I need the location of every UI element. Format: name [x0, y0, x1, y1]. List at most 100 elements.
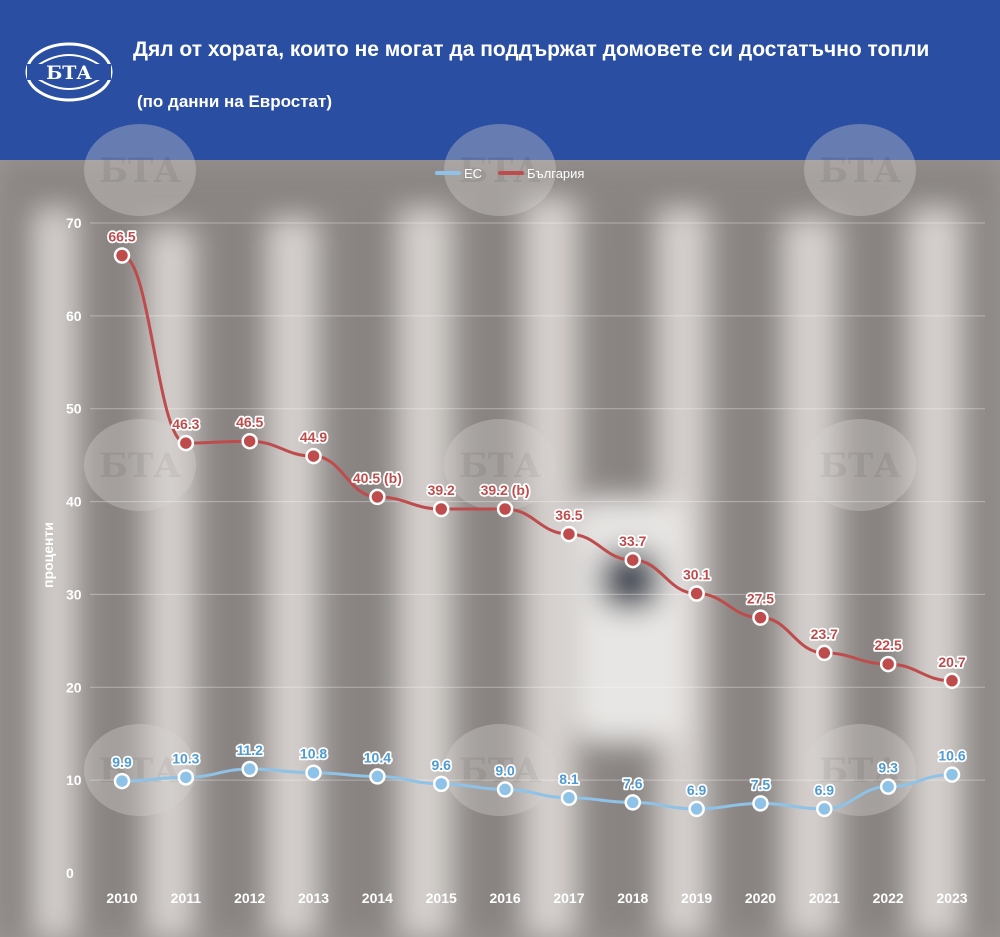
x-axis-ticks: 2010 2011 2012 2013 2014 2015 2016 2017 2018 2019…	[106, 890, 967, 906]
x-tick-label: 2021	[809, 890, 840, 906]
x-tick-label: 2013	[298, 890, 329, 906]
data-point	[879, 778, 897, 795]
data-label: 39.2	[428, 482, 455, 498]
y-axis-label: проценти	[40, 522, 56, 588]
data-point	[816, 800, 833, 818]
legend-item: ЕС	[435, 166, 482, 181]
y-tick-label: 10	[66, 772, 82, 788]
data-label: 33.7	[619, 533, 646, 549]
data-label: 20.7	[938, 654, 965, 670]
watermark-globe-icon	[804, 124, 916, 216]
data-label: 6.9	[815, 782, 835, 798]
data-label: 7.5	[751, 776, 771, 792]
series-bulgaria: 66.5 46.3 46.5 44.9 40.5 (b) 39.2 39.2 (b) 36.5…	[107, 227, 968, 690]
data-label: 9.9	[112, 754, 132, 770]
data-point	[688, 800, 705, 818]
watermark-globe-icon	[84, 419, 196, 511]
watermark-logo: БТА	[444, 124, 556, 216]
data-point	[113, 772, 131, 790]
x-tick-label: 2014	[362, 890, 393, 906]
y-tick-label: 20	[66, 679, 82, 695]
y-tick-label: 50	[66, 401, 82, 417]
data-point	[305, 447, 322, 465]
data-label: 39.2 (b)	[481, 482, 530, 498]
watermark-logo: БТА	[804, 124, 916, 216]
data-point	[816, 644, 833, 662]
data-label: 46.5	[236, 414, 263, 430]
watermark-logo: БТА	[84, 724, 196, 816]
watermark-text: БТА	[99, 151, 181, 191]
y-tick-label: 40	[66, 494, 82, 510]
x-tick-label: 2010	[106, 890, 137, 906]
x-tick-label: 2012	[234, 890, 265, 906]
x-tick-label: 2020	[745, 890, 776, 906]
data-label: 9.0	[495, 762, 515, 778]
data-label: 10.8	[300, 746, 327, 762]
legend-label: ЕС	[464, 166, 482, 181]
watermark-text: БТА	[99, 751, 181, 791]
data-label: 27.5	[747, 591, 774, 607]
watermark-text: БТА	[99, 446, 181, 486]
data-label: 46.3	[172, 416, 199, 432]
header-bar: БТА Дял от хората, които не могат да под…	[0, 0, 1000, 160]
watermark-globe-icon	[84, 124, 196, 216]
data-label: 30.1	[683, 567, 710, 583]
watermark-text: БТА	[459, 446, 541, 486]
data-point	[560, 789, 578, 807]
data-label: 10.6	[938, 748, 965, 764]
watermark-text: БТА	[819, 151, 901, 191]
data-point	[241, 432, 258, 450]
chart-title: Дял от хората, които не могат да поддърж…	[133, 38, 930, 61]
y-tick-label: 70	[66, 215, 82, 231]
data-label: 6.9	[687, 782, 707, 798]
data-point	[752, 609, 769, 626]
watermark-globe-icon	[804, 419, 916, 511]
data-point	[432, 775, 450, 793]
x-tick-label: 2016	[489, 890, 520, 906]
data-label: 10.4	[364, 749, 391, 765]
data-point	[113, 247, 131, 264]
x-tick-label: 2018	[617, 890, 648, 906]
logo-text: БТА	[46, 62, 92, 84]
bta-logo-icon: БТА	[25, 42, 113, 102]
data-point	[177, 769, 195, 786]
legend-item: България	[498, 166, 584, 181]
watermark-logo: БТА	[444, 419, 556, 511]
x-tick-label: 2017	[553, 890, 584, 906]
data-point	[943, 766, 961, 783]
data-label: 22.5	[875, 637, 902, 653]
data-label: 40.5 (b)	[353, 470, 402, 486]
data-label: 9.6	[431, 757, 451, 773]
watermark-logo: БТА	[84, 419, 196, 511]
y-tick-label: 0	[66, 865, 74, 881]
watermark-globe-icon	[444, 419, 556, 511]
series-line	[121, 254, 953, 683]
legend-label: България	[527, 166, 584, 181]
data-label: 8.1	[559, 771, 579, 787]
data-point	[496, 781, 514, 798]
series-eu: 9.9 10.3 11.2 10.8 10.4 9.6 9.0 8.1 7.6 6.9 7.5 6.9…	[111, 740, 968, 818]
data-label: 11.2	[236, 742, 263, 758]
watermark-logo: БТА	[84, 124, 196, 216]
data-point	[496, 500, 514, 518]
data-point	[943, 672, 961, 690]
chart-subtitle: (по данни на Евростат)	[137, 92, 332, 111]
data-label: 9.3	[878, 760, 898, 776]
data-point	[177, 434, 195, 452]
data-label: 23.7	[811, 626, 838, 642]
data-point	[369, 768, 386, 785]
y-tick-label: 60	[66, 308, 82, 324]
y-axis-ticks: 0 10 20 30 40 50 60 70	[66, 215, 82, 881]
legend: ЕС България	[435, 166, 584, 181]
data-point	[369, 488, 386, 506]
data-point	[752, 795, 769, 812]
x-tick-label: 2011	[171, 890, 202, 906]
data-label: 10.3	[172, 750, 199, 766]
data-point	[688, 585, 705, 602]
data-point	[879, 655, 897, 673]
watermark-logo: БТА	[804, 419, 916, 511]
data-point	[624, 551, 642, 569]
